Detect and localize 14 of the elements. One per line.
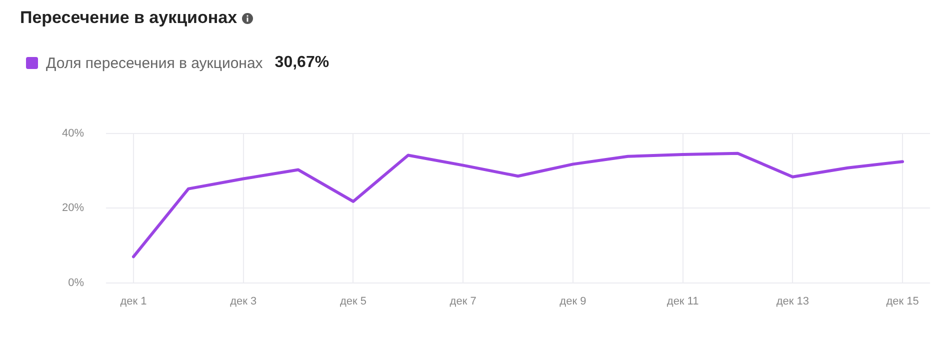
x-tick-label: дек 7 (450, 295, 476, 308)
y-tick-label: 0% (68, 276, 84, 289)
legend-label: Доля пересечения в аукционах (46, 54, 263, 72)
chart-title: Пересечение в аукционах (20, 8, 238, 28)
x-tick-label: дек 1 (120, 295, 147, 308)
x-tick-label: дек 11 (666, 295, 699, 308)
y-tick-label: 20% (62, 202, 84, 214)
x-tick-label: дек 13 (776, 295, 809, 308)
y-tick-label: 40% (62, 128, 84, 140)
x-tick-label: дек 9 (560, 295, 586, 308)
x-tick-label: дек 15 (886, 295, 919, 308)
text: 30,67% (274, 54, 330, 72)
x-tick-label: дек 3 (230, 295, 257, 308)
x-tick-label: дек 5 (340, 295, 366, 308)
